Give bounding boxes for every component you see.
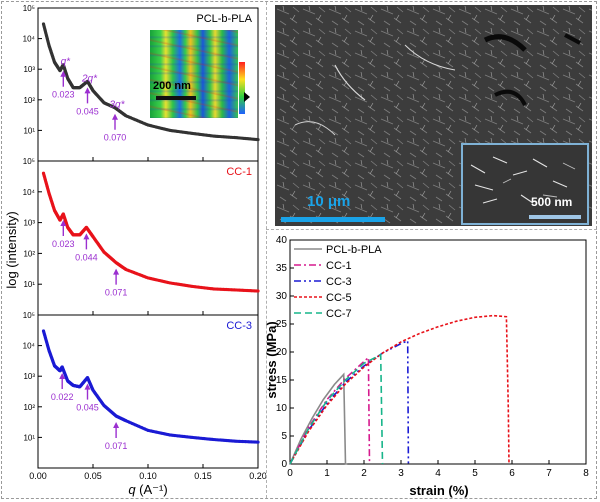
afm-color-scale — [239, 62, 245, 114]
saxs-ytick-label: 10³ — [23, 219, 35, 228]
ss-frame — [289, 239, 587, 465]
saxs-ytick-label: 10⁴ — [23, 35, 36, 44]
afm-scalebar — [156, 96, 196, 100]
peak-order-label: 3q* — [109, 100, 125, 111]
ss-x-axis-label: strain (%) — [409, 483, 468, 498]
ss-xtick-label: 1 — [324, 468, 330, 479]
ss-xtick-label: 4 — [435, 468, 441, 479]
sem-scalebar — [281, 217, 385, 222]
saxs-ytick-label: 10³ — [23, 65, 35, 74]
peak-label: 0.044 — [75, 252, 98, 262]
ss-ytick-label: 35 — [276, 263, 288, 274]
saxs-series-name: CC-1 — [226, 166, 252, 178]
peak-label: 0.071 — [105, 288, 128, 298]
sem-inset-scalebar — [529, 215, 581, 219]
saxs-frame-2 — [37, 160, 259, 316]
saxs-ytick-label: 10¹ — [23, 433, 35, 442]
peak-label: 0.045 — [76, 106, 99, 116]
saxs-xtick-label: 0.15 — [194, 471, 212, 481]
ss-xtick-label: 3 — [398, 468, 404, 479]
saxs-series-name: CC-3 — [226, 320, 252, 332]
peak-order-label: q* — [61, 57, 72, 68]
peak-arrow-head — [84, 87, 91, 94]
series-line — [289, 355, 371, 465]
data-point — [256, 440, 260, 444]
peak-arrow-head — [60, 70, 67, 77]
peak-label: 0.022 — [51, 392, 74, 402]
afm-inset: 200 nm — [150, 30, 238, 118]
legend-label: PCL-b-PLA — [326, 244, 382, 256]
ss-y-axis-label: stress (MPa) — [266, 321, 279, 398]
series-line — [289, 339, 410, 465]
saxs-xtick-label: 0.05 — [84, 471, 102, 481]
saxs-ytick-label: 10⁴ — [23, 188, 36, 197]
saxs-ytick-label: 10² — [23, 96, 35, 105]
ss-xtick-label: 6 — [509, 468, 515, 479]
series-line — [289, 314, 510, 465]
saxs-chart: 10¹ 10² 10³ 10⁴ 10⁵ 10¹ 10² 10³ 10⁴ 10⁵ 10¹ 10² 10³ 1… — [4, 4, 266, 497]
ss-ytick-label: 40 — [276, 235, 288, 246]
saxs-ytick-label: 10² — [23, 403, 35, 412]
saxs-ytick-label: 10² — [23, 249, 35, 258]
saxs-x-axis-label: q (A⁻¹) — [128, 482, 167, 497]
saxs-ytick-label: 10⁵ — [23, 157, 35, 166]
saxs-series-name: PCL-b-PLA — [196, 13, 252, 25]
peak-arrow-head — [112, 113, 118, 120]
saxs-ytick-label: 10⁴ — [23, 342, 36, 351]
series-line — [289, 353, 384, 465]
ss-xtick-label: 2 — [361, 468, 367, 479]
sem-inset-image: 500 nm — [461, 143, 589, 225]
peak-label: 0.070 — [104, 133, 127, 143]
peak-arrow-head — [59, 372, 66, 379]
ss-ytick-label: 25 — [276, 319, 288, 330]
ss-ytick-label: 0 — [281, 459, 287, 470]
peak-label: 0.023 — [52, 90, 75, 100]
legend-label: CC-1 — [326, 260, 352, 272]
ss-xtick-label: 8 — [583, 468, 589, 479]
saxs-xtick-label: 0.10 — [139, 471, 157, 481]
ss-xtick-label: 7 — [546, 468, 552, 479]
peak-arrow-head — [60, 220, 67, 227]
legend-label: CC-7 — [326, 308, 352, 320]
peak-arrow-head — [83, 233, 90, 240]
panel-divider-vertical — [266, 2, 267, 498]
saxs-ytick-label: 10⁵ — [23, 311, 35, 320]
afm-color-scale-pointer-icon — [244, 92, 250, 102]
saxs-ytick-label: 10¹ — [23, 126, 35, 135]
ss-xtick-label: 0 — [287, 468, 293, 479]
stress-strain-chart: 0 1 2 3 4 5 6 7 8 0 5 10 15 20 25 30 35 40 PCL-b-PLA CC-1 C… — [266, 235, 589, 498]
peak-label: 0.023 — [52, 239, 75, 249]
sem-inset-scalebar-label: 500 nm — [531, 195, 573, 209]
data-point — [256, 138, 260, 142]
peak-label: 0.045 — [76, 403, 99, 413]
peak-order-label: 2q* — [81, 73, 98, 84]
saxs-ytick-label: 10³ — [23, 372, 35, 381]
peak-label: 0.071 — [105, 441, 128, 451]
afm-scalebar-label: 200 nm — [153, 80, 191, 92]
ss-ytick-label: 30 — [276, 291, 288, 302]
saxs-ytick-label: 10¹ — [23, 280, 35, 289]
data-point — [256, 289, 260, 293]
saxs-xtick-label: 0.00 — [29, 471, 47, 481]
legend-label: CC-3 — [326, 276, 352, 288]
legend-label: CC-5 — [326, 292, 352, 304]
panel-divider-horizontal — [266, 229, 597, 230]
ss-ytick-label: 15 — [276, 375, 288, 386]
saxs-y-axis-label: log (intensity) — [4, 211, 19, 288]
ss-ytick-label: 5 — [281, 431, 287, 442]
peak-arrow-head — [84, 383, 91, 390]
ss-ytick-label: 10 — [276, 403, 288, 414]
series-line — [289, 372, 348, 465]
ss-xtick-label: 5 — [472, 468, 478, 479]
saxs-xtick-label: 0.20 — [249, 471, 266, 481]
ss-ytick-label: 20 — [276, 347, 288, 358]
peak-arrow-head — [113, 422, 120, 429]
peak-arrow-head — [113, 268, 120, 275]
saxs-ytick-label: 10⁵ — [23, 4, 35, 13]
sem-scalebar-label: 10 μm — [307, 193, 351, 210]
